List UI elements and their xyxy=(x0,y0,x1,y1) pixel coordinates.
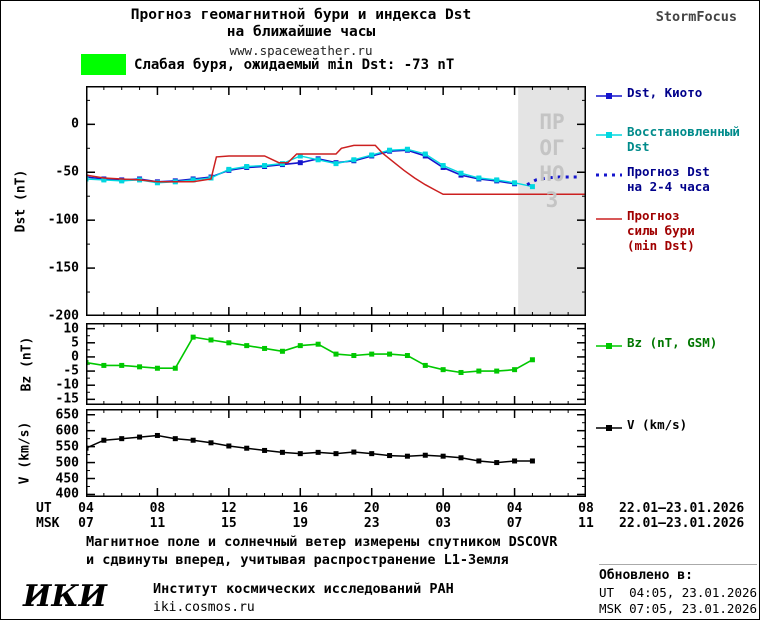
ut-tick-row: UT 22.01–23.01.2026 04 08 12 16 20 00 04 08 xyxy=(1,501,759,516)
x-tick-label: 11 xyxy=(149,516,166,531)
dst-forecast-dotted-line-icon xyxy=(595,164,627,185)
legend-entry-dst-restored: Восстановленный Dst xyxy=(595,124,759,154)
y-tick-label: 550 xyxy=(55,439,79,455)
dst-axis-label: Dst (nT) xyxy=(13,169,29,233)
title-block: Прогноз геомагнитной бури и индекса Dst … xyxy=(41,7,561,58)
legend-entry-v: V (km/s) xyxy=(595,417,759,438)
y-tick-label: 650 xyxy=(55,407,79,423)
x-tick-label: 23 xyxy=(363,516,380,531)
legend-entry-dst-forecast: Прогноз Dst на 2-4 часа xyxy=(595,164,759,194)
chart-title-line2: на ближайшие часы xyxy=(226,24,376,40)
alert-level-swatch xyxy=(81,54,126,75)
x-tick-label: 08 xyxy=(578,501,594,516)
legend-dst-kyoto-label: Dst, Киото xyxy=(627,85,703,100)
updated-ut: UT 04:05, 23.01.2026 xyxy=(599,585,758,600)
dst-plot xyxy=(86,86,586,316)
y-tick-label: 400 xyxy=(55,486,79,502)
y-tick-label: 0 xyxy=(71,116,79,132)
storm-alert: Слабая буря, ожидаемый min Dst: -73 nT xyxy=(81,54,454,75)
source-website: www.spaceweather.ru xyxy=(229,43,373,58)
y-tick-label: -100 xyxy=(47,212,79,228)
chart-title-line1: Прогноз геомагнитной бури и индекса Dst xyxy=(130,7,472,23)
dst-restored-line-icon xyxy=(595,124,627,145)
x-tick-label: 16 xyxy=(292,501,309,516)
x-tick-label: 07 xyxy=(506,516,523,531)
dst-plot-panel: 0 -50 -100 -150 -200 xyxy=(48,86,586,324)
v-plot xyxy=(86,409,586,497)
updated-block: Обновлено в: UT 04:05, 23.01.2026 MSK 07… xyxy=(599,564,757,617)
msk-tick-row: MSK 22.01–23.01.2026 07 11 15 19 23 03 07 11 xyxy=(1,516,759,531)
v-axis-label: V (km/s) xyxy=(17,421,33,485)
x-tick-label: 08 xyxy=(149,501,166,516)
v-legend: V (km/s) xyxy=(595,417,759,438)
footer-note-line1: Магнитное поле и солнечный ветер измерен… xyxy=(86,534,558,550)
legend-storm-forecast-label: Прогноз силы бури (min Dst) xyxy=(627,208,695,253)
iki-logo: ИКИ xyxy=(23,579,107,614)
updated-label: Обновлено в: xyxy=(599,568,693,583)
x-tick-label: 11 xyxy=(578,516,594,531)
y-tick-label: -200 xyxy=(47,308,79,324)
legend-v-label: V (km/s) xyxy=(627,417,688,432)
x-tick-label: 07 xyxy=(78,516,94,531)
x-tick-label: 04 xyxy=(506,501,523,516)
ut-row-label: UT xyxy=(36,501,52,516)
x-tick-label: 04 xyxy=(78,501,94,516)
footer-note-line2: и сдвинуты вперед, учитывая распростране… xyxy=(86,552,509,568)
bz-line-icon xyxy=(595,335,627,356)
dst-kyoto-line-icon xyxy=(595,85,627,106)
y-tick-label: -15 xyxy=(55,391,79,407)
msk-row-label: MSK xyxy=(36,516,60,531)
y-tick-label: 10 xyxy=(63,321,79,337)
alert-text: Слабая буря, ожидаемый min Dst: -73 nT xyxy=(134,56,455,73)
legend-dst-restored-label: Восстановленный Dst xyxy=(627,124,740,154)
y-tick-label: 500 xyxy=(55,455,79,471)
legend-entry-bz: Bz (nT, GSM) xyxy=(595,335,759,356)
bz-plot-panel: 10 5 0 -5 -10 -15 xyxy=(56,321,586,407)
ut-date-range: 22.01–23.01.2026 xyxy=(619,501,745,516)
forecast-region-label: ПРОГНОЗ xyxy=(539,110,565,212)
y-tick-label: -10 xyxy=(55,377,79,393)
x-tick-label: 03 xyxy=(435,516,451,531)
x-tick-label: 00 xyxy=(435,501,451,516)
dst-legend: Dst, Киото Восстановленный Dst Прогноз D… xyxy=(595,85,759,253)
x-tick-label: 19 xyxy=(292,516,309,531)
updated-msk: MSK 07:05, 23.01.2026 xyxy=(599,601,758,616)
y-tick-label: 600 xyxy=(55,423,79,439)
legend-entry-storm-forecast: Прогноз силы бури (min Dst) xyxy=(595,208,759,253)
y-tick-label: -50 xyxy=(55,164,79,180)
y-tick-label: -5 xyxy=(63,363,79,379)
y-tick-label: 0 xyxy=(71,349,79,365)
institute-name: Институт космических исследований РАН xyxy=(153,581,454,597)
y-tick-label: -150 xyxy=(47,260,79,276)
y-tick-label: 450 xyxy=(55,471,79,486)
legend-bz-label: Bz (nT, GSM) xyxy=(627,335,718,350)
bz-legend: Bz (nT, GSM) xyxy=(595,335,759,356)
v-plot-panel: 650 600 550 500 450 400 xyxy=(56,407,586,502)
legend-entry-dst-kyoto: Dst, Киото xyxy=(595,85,759,106)
bz-plot xyxy=(86,323,586,405)
msk-date-range: 22.01–23.01.2026 xyxy=(619,516,745,531)
institute-website: iki.cosmos.ru xyxy=(153,600,255,615)
brand-label: StormFocus xyxy=(655,9,737,25)
y-tick-label: 5 xyxy=(71,335,79,351)
x-tick-label: 20 xyxy=(363,501,380,516)
x-tick-label: 15 xyxy=(221,516,237,531)
v-line-icon xyxy=(595,417,627,438)
bz-axis-label: Bz (nT) xyxy=(19,336,35,392)
legend-dst-forecast-label: Прогноз Dst на 2-4 часа xyxy=(627,164,710,194)
storm-forecast-line-icon xyxy=(595,208,627,229)
x-tick-label: 12 xyxy=(221,501,237,516)
